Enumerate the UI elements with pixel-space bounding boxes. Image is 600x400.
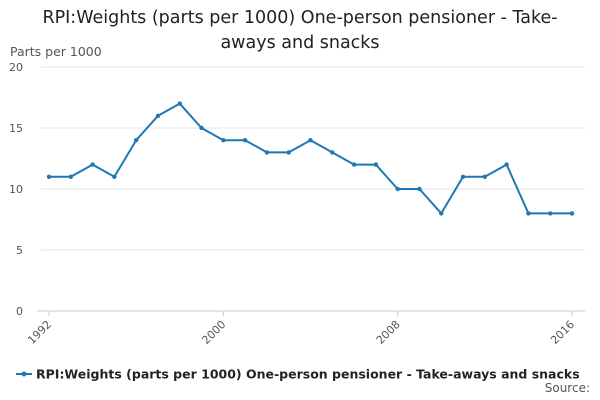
data-point xyxy=(330,150,335,155)
data-point xyxy=(199,125,204,131)
data-point xyxy=(308,138,313,143)
data-point xyxy=(439,211,444,216)
data-point xyxy=(569,211,575,216)
x-tick-label: 2016 xyxy=(548,318,577,347)
series-line xyxy=(49,102,572,215)
data-point xyxy=(417,186,422,192)
y-axis-label: Parts per 1000 xyxy=(10,44,102,59)
data-point xyxy=(68,174,73,179)
data-point xyxy=(242,138,248,143)
series-group xyxy=(46,101,575,216)
grid-lines xyxy=(41,66,585,251)
chart-title-line-2: aways and snacks xyxy=(220,33,380,53)
data-point xyxy=(264,150,270,155)
y-tick-label: 20 xyxy=(9,61,23,74)
data-point xyxy=(395,186,400,192)
y-tick-label: 5 xyxy=(16,244,23,257)
x-tick-label: 2000 xyxy=(199,318,228,347)
data-point xyxy=(177,101,182,106)
data-point xyxy=(221,138,226,143)
data-point xyxy=(90,162,95,167)
data-point xyxy=(112,174,117,179)
x-axis-ticks: 1992 2000 2008 2016 xyxy=(25,311,577,347)
data-point xyxy=(286,150,291,155)
chart-title-line-1: RPI:Weights (parts per 1000) One-person … xyxy=(42,8,558,28)
legend-swatch-marker xyxy=(21,371,27,377)
y-tick-label: 10 xyxy=(9,183,23,196)
data-point xyxy=(133,138,139,143)
data-point xyxy=(373,162,379,167)
legend: RPI:Weights (parts per 1000) One-person … xyxy=(16,367,580,382)
data-point xyxy=(155,113,161,119)
x-tick-label: 2008 xyxy=(374,318,403,347)
data-point xyxy=(482,174,488,179)
data-point xyxy=(460,174,466,179)
legend-label: RPI:Weights (parts per 1000) One-person … xyxy=(36,367,580,382)
data-point xyxy=(351,162,357,167)
x-tick-label: 1992 xyxy=(25,318,54,347)
source-label: Source: xyxy=(544,381,590,395)
data-point xyxy=(504,162,509,167)
data-point xyxy=(526,211,531,216)
data-point xyxy=(548,211,553,216)
y-axis-ticks: 0 5 10 15 20 xyxy=(9,61,23,318)
y-tick-label: 0 xyxy=(16,305,23,318)
chart-title: RPI:Weights (parts per 1000) One-person … xyxy=(0,6,600,56)
data-point xyxy=(46,174,52,179)
y-tick-label: 15 xyxy=(9,122,23,135)
